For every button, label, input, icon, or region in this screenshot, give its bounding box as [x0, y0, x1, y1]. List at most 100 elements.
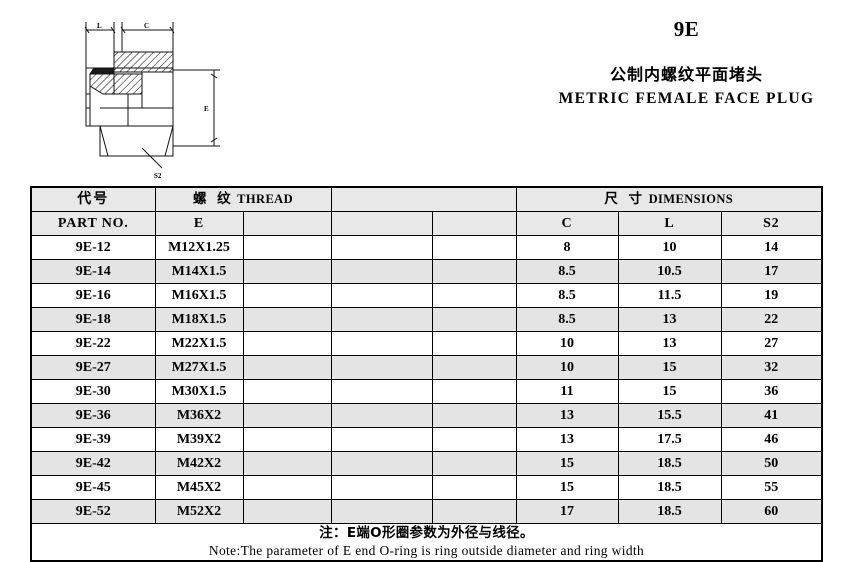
cell-s2: 32: [720, 355, 823, 380]
cell-x2: [330, 355, 433, 380]
header-blank-1: [330, 186, 517, 212]
cell-x1: [242, 259, 332, 284]
cell-e: M30X1.5: [154, 379, 244, 404]
cell-e: M16X1.5: [154, 283, 244, 308]
cell-part: 9E-52: [30, 499, 156, 524]
table-row: 9E-52 M52X2 17 18.5 60: [30, 499, 823, 524]
cell-part: 9E-42: [30, 451, 156, 476]
header-dimensions-group: 尺 寸 DIMENSIONS: [515, 186, 823, 212]
cell-x1: [242, 403, 332, 428]
title-block: 9E 公制内螺纹平面堵头 METRIC FEMALE FACE PLUG: [520, 17, 853, 109]
cell-x3: [431, 283, 517, 308]
note-row: 注：E端O形圈参数为外径与线径。 Note:The parameter of E…: [30, 523, 823, 562]
table-row: 9E-45 M45X2 15 18.5 55: [30, 475, 823, 500]
cell-x3: [431, 307, 517, 332]
product-title-cn: 公制内螺纹平面堵头: [609, 65, 763, 85]
cell-part: 9E-36: [30, 403, 156, 428]
cell-x2: [330, 331, 433, 356]
technical-drawing: L C E S2: [70, 8, 245, 180]
cell-c: 8.5: [515, 307, 619, 332]
table-row: 9E-12 M12X1.25 8 10 14: [30, 235, 823, 260]
table-row: 9E-14 M14X1.5 8.5 10.5 17: [30, 259, 823, 284]
cell-part: 9E-22: [30, 331, 156, 356]
cell-l: 15.5: [617, 403, 722, 428]
cell-s2: 22: [720, 307, 823, 332]
table-header-row-2: PART NO. E C L S2: [30, 211, 823, 236]
cell-x3: [431, 235, 517, 260]
cell-l: 15: [617, 355, 722, 380]
header-blank-4: [431, 211, 517, 236]
header-thread-en: THREAD: [237, 192, 294, 206]
cell-s2: 46: [720, 427, 823, 452]
cell-s2: 50: [720, 451, 823, 476]
header-dimensions-cn: 尺 寸: [604, 191, 646, 207]
cell-e: M39X2: [154, 427, 244, 452]
header-blank-2: [242, 211, 332, 236]
cell-l: 18.5: [617, 499, 722, 524]
cell-x1: [242, 235, 332, 260]
cell-e: M45X2: [154, 475, 244, 500]
cell-x1: [242, 451, 332, 476]
cell-l: 17.5: [617, 427, 722, 452]
cell-x2: [330, 379, 433, 404]
cell-x2: [330, 475, 433, 500]
cell-x1: [242, 379, 332, 404]
header-part-no-cn: 代号: [30, 186, 156, 212]
cell-x3: [431, 259, 517, 284]
cell-c: 8: [515, 235, 619, 260]
cell-l: 18.5: [617, 451, 722, 476]
cell-x2: [330, 403, 433, 428]
cell-part: 9E-12: [30, 235, 156, 260]
cell-s2: 27: [720, 331, 823, 356]
cell-c: 10: [515, 355, 619, 380]
cell-s2: 14: [720, 235, 823, 260]
cell-s2: 55: [720, 475, 823, 500]
cell-x3: [431, 499, 517, 524]
cell-x3: [431, 331, 517, 356]
product-code: 9E: [673, 17, 700, 41]
cell-x2: [330, 451, 433, 476]
cell-x1: [242, 427, 332, 452]
note-text-cn: 注：E端O形圈参数为外径与线径。: [319, 525, 534, 541]
header-blank-3: [330, 211, 433, 236]
drawing-label-across-flats: S2: [154, 172, 162, 180]
drawing-label-chamfer: C: [144, 22, 149, 30]
cell-x2: [330, 283, 433, 308]
document-page: L C E S2 9E 公制内螺纹平面堵头 METRIC FEMALE FACE…: [30, 8, 853, 562]
table-row: 9E-22 M22X1.5 10 13 27: [30, 331, 823, 356]
header-col-s2: S2: [720, 211, 823, 236]
product-title-en: METRIC FEMALE FACE PLUG: [558, 90, 815, 108]
table-header-row-1: 代号 螺 纹 THREAD 尺 寸 DIMENSIONS: [30, 186, 823, 212]
cell-l: 10.5: [617, 259, 722, 284]
cell-e: M12X1.25: [154, 235, 244, 260]
cell-s2: 36: [720, 379, 823, 404]
cell-x2: [330, 259, 433, 284]
cell-x3: [431, 475, 517, 500]
cell-c: 8.5: [515, 283, 619, 308]
cell-c: 15: [515, 451, 619, 476]
cell-l: 15: [617, 379, 722, 404]
cell-part: 9E-27: [30, 355, 156, 380]
cell-e: M22X1.5: [154, 331, 244, 356]
cell-e: M42X2: [154, 451, 244, 476]
cell-c: 17: [515, 499, 619, 524]
cell-x3: [431, 403, 517, 428]
cell-part: 9E-18: [30, 307, 156, 332]
cell-c: 11: [515, 379, 619, 404]
header-thread-group: 螺 纹 THREAD: [154, 186, 332, 212]
table-row: 9E-36 M36X2 13 15.5 41: [30, 403, 823, 428]
cell-c: 13: [515, 403, 619, 428]
header-part-no-en: PART NO.: [30, 211, 156, 236]
cell-s2: 17: [720, 259, 823, 284]
cell-e: M36X2: [154, 403, 244, 428]
table-row: 9E-39 M39X2 13 17.5 46: [30, 427, 823, 452]
cell-x1: [242, 283, 332, 308]
cell-s2: 60: [720, 499, 823, 524]
cell-l: 13: [617, 331, 722, 356]
cell-x3: [431, 379, 517, 404]
note-text-en: Note:The parameter of E end O-ring is ri…: [208, 543, 645, 559]
cell-s2: 19: [720, 283, 823, 308]
cell-c: 8.5: [515, 259, 619, 284]
cell-c: 13: [515, 427, 619, 452]
cell-part: 9E-39: [30, 427, 156, 452]
